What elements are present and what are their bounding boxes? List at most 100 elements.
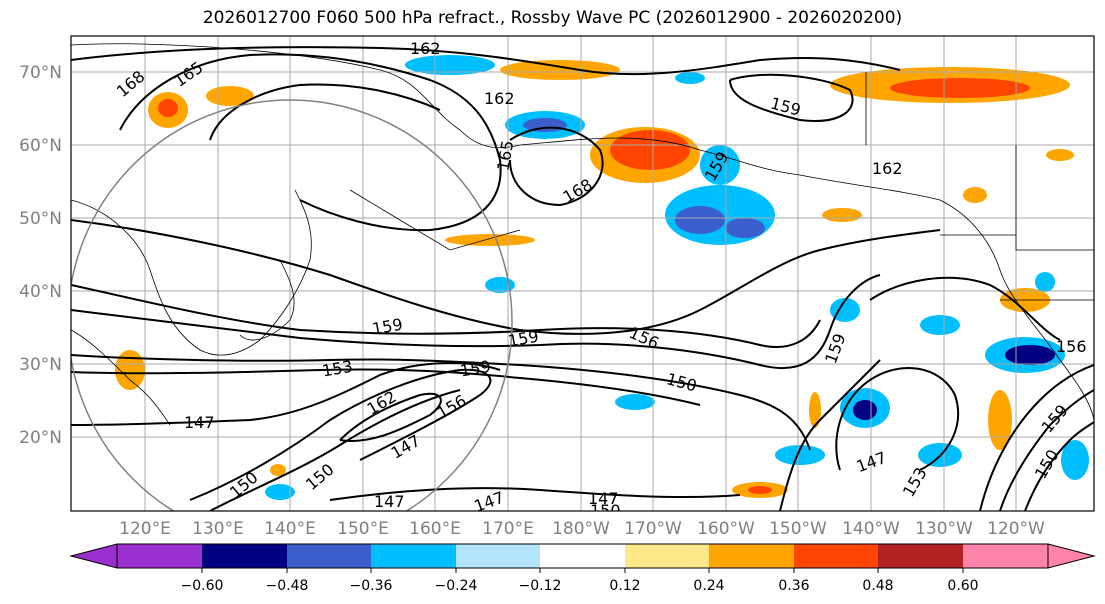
colorbar-swatch xyxy=(287,544,371,568)
coastline xyxy=(71,189,312,356)
map-background xyxy=(71,36,1094,511)
colorbar-swatch xyxy=(963,544,1048,568)
colorbar-tick-label: −0.60 xyxy=(181,578,224,594)
negative-anomaly xyxy=(675,72,705,84)
positive-anomaly xyxy=(115,350,145,390)
height-contours xyxy=(71,46,1094,511)
negative-anomaly xyxy=(1061,440,1089,480)
contour-line xyxy=(1024,421,1094,511)
colorbar-swatch xyxy=(456,544,540,568)
colorbar-swatch xyxy=(709,544,794,568)
colorbar-tick-label: −0.48 xyxy=(266,578,309,594)
colorbar-tick-label: 0.24 xyxy=(693,578,724,594)
colorbar-extend-max xyxy=(1047,543,1096,569)
contour-label: 150 xyxy=(590,501,621,520)
negative-anomaly xyxy=(615,394,655,410)
colorbar-swatch xyxy=(878,544,963,568)
colorbar-swatch xyxy=(540,544,625,568)
contour-line xyxy=(71,368,701,406)
contour-line xyxy=(209,83,441,141)
negative-anomaly xyxy=(265,484,295,500)
lon-label: 160°W xyxy=(697,519,755,539)
lon-label: 180°W xyxy=(552,519,610,539)
latitude-labels: 70°N 60°N 50°N 40°N 30°N 20°N xyxy=(19,63,62,448)
colorbar-tick-label: 0.36 xyxy=(778,578,809,594)
lon-label: 170°W xyxy=(624,519,682,539)
negative-anomaly xyxy=(675,206,725,234)
lon-label: 120°W xyxy=(987,519,1045,539)
colorbar-tick-label: −0.12 xyxy=(519,578,562,594)
contour-line xyxy=(71,354,811,451)
lon-label: 150°W xyxy=(769,519,827,539)
colorbar-swatch xyxy=(625,544,709,568)
lat-label: 50°N xyxy=(19,209,62,229)
colorbar-swatch xyxy=(117,544,202,568)
lon-label: 160°E xyxy=(409,519,461,539)
colorbar-swatch xyxy=(202,544,287,568)
negative-anomaly xyxy=(700,145,740,185)
colorbar-tick-label: 0.60 xyxy=(947,578,978,594)
contour-line xyxy=(71,284,821,348)
colorbar-tick-label: −0.36 xyxy=(350,578,393,594)
contour-line xyxy=(71,362,501,426)
shaded-anomalies xyxy=(115,55,1089,500)
lon-label: 170°E xyxy=(482,519,534,539)
colorbar-swatch xyxy=(794,544,878,568)
lat-label: 20°N xyxy=(19,428,62,448)
lat-label: 30°N xyxy=(19,355,62,375)
negative-anomaly xyxy=(920,315,960,335)
projection-circle xyxy=(71,99,513,511)
contour-line xyxy=(979,364,1094,511)
contour-label: 162 xyxy=(872,159,903,178)
contour-label: 147 xyxy=(374,492,405,511)
contour-line xyxy=(71,46,901,76)
positive-anomaly xyxy=(988,390,1012,450)
contour-line xyxy=(189,368,492,501)
negative-anomaly xyxy=(1035,272,1055,292)
positive-anomaly xyxy=(445,234,535,246)
contour-label: 147 xyxy=(184,413,215,432)
positive-anomaly xyxy=(206,86,254,106)
colorbar-tick-label: 0.48 xyxy=(862,578,893,594)
negative-anomaly xyxy=(1005,345,1055,365)
map-frame xyxy=(70,35,1095,512)
contour-line xyxy=(509,126,604,207)
colorbar-tick-label: −0.24 xyxy=(435,578,478,594)
positive-anomaly xyxy=(610,130,690,170)
lon-label: 120°E xyxy=(119,519,171,539)
lon-label: 130°W xyxy=(915,519,973,539)
lat-label: 70°N xyxy=(19,63,62,83)
negative-anomaly xyxy=(405,55,495,75)
negative-anomaly xyxy=(775,445,825,465)
contour-line xyxy=(119,53,502,232)
positive-anomaly xyxy=(963,187,987,203)
coastline xyxy=(71,329,171,426)
positive-anomaly xyxy=(500,60,620,80)
lat-label: 40°N xyxy=(19,282,62,302)
graticule xyxy=(71,36,1094,511)
contour-line xyxy=(209,389,461,511)
coastline xyxy=(71,43,1094,421)
positive-anomaly xyxy=(1046,149,1074,161)
positive-anomaly xyxy=(748,486,772,494)
lon-label: 140°E xyxy=(264,519,316,539)
lat-label: 60°N xyxy=(19,136,62,156)
colorbar-tickmarks xyxy=(201,568,964,573)
positive-anomaly xyxy=(822,208,862,222)
map-title: 2026012700 F060 500 hPa refract., Rossby… xyxy=(202,8,903,28)
contour-label: 162 xyxy=(410,39,441,58)
positive-anomaly xyxy=(890,78,1030,98)
negative-anomaly xyxy=(725,218,765,238)
colorbar-swatch xyxy=(371,544,456,568)
coastline xyxy=(239,259,295,341)
lon-label: 150°E xyxy=(337,519,389,539)
border xyxy=(865,72,1094,301)
longitude-labels: 120°E 130°E 140°E 150°E 160°E 170°E 180°… xyxy=(119,519,1045,539)
contour-label: 147 xyxy=(588,489,619,508)
colorbar-frame xyxy=(116,543,1049,569)
negative-anomaly xyxy=(853,400,877,420)
contour-line xyxy=(869,276,1061,341)
contour-line xyxy=(71,274,881,370)
coastlines xyxy=(71,43,1094,426)
lon-label: 130°E xyxy=(192,519,244,539)
